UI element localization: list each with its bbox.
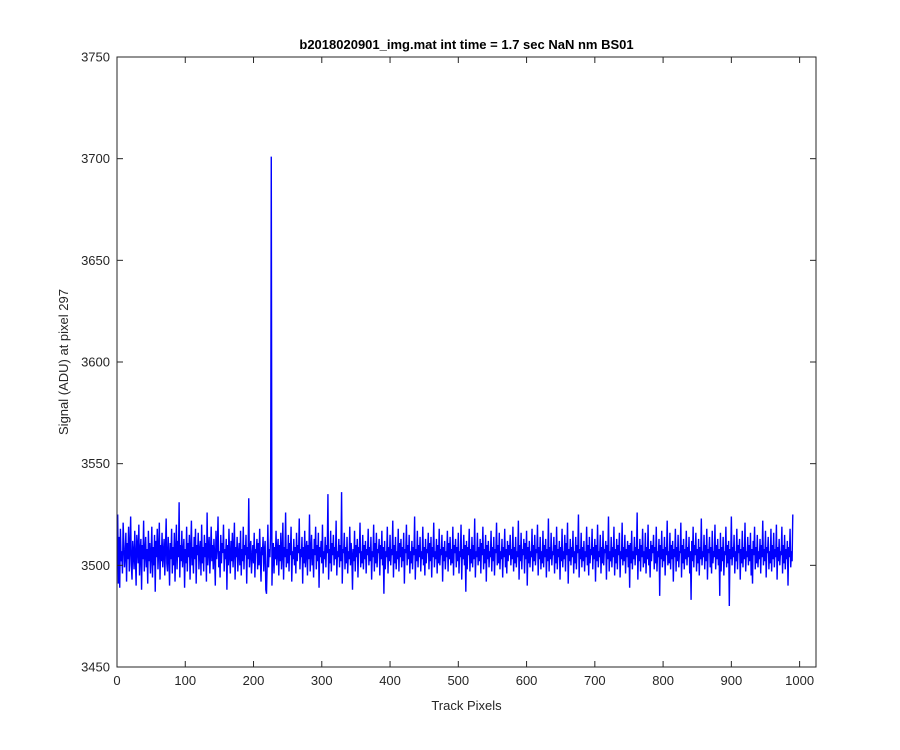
y-axis: 3450 3500 3550 3600 3650 3700 3750 [81,50,816,675]
chart-title: b2018020901_img.mat int time = 1.7 sec N… [299,37,633,52]
x-tick-label: 900 [721,673,743,688]
x-tick-label: 400 [379,673,401,688]
x-tick-label: 300 [311,673,333,688]
y-axis-label: Signal (ADU) at pixel 297 [56,289,71,435]
x-tick-label: 600 [516,673,538,688]
y-tick-label: 3750 [81,50,110,65]
x-tick-label: 0 [113,673,120,688]
y-tick-label: 3550 [81,456,110,471]
data-layer [116,156,794,607]
x-tick-label: 1000 [785,673,814,688]
y-tick-label: 3700 [81,151,110,166]
y-tick-label: 3600 [81,355,110,370]
series-line [116,156,794,607]
x-tick-label: 700 [584,673,606,688]
y-tick-label: 3450 [81,660,110,675]
x-tick-label: 800 [652,673,674,688]
y-tick-label: 3500 [81,558,110,573]
x-tick-label: 500 [447,673,469,688]
x-tick-label: 200 [243,673,265,688]
x-axis-label: Track Pixels [431,698,502,713]
x-tick-label: 100 [174,673,196,688]
y-tick-label: 3650 [81,253,110,268]
x-axis: 0 100 200 300 400 500 600 700 800 900 1000 [113,57,814,688]
